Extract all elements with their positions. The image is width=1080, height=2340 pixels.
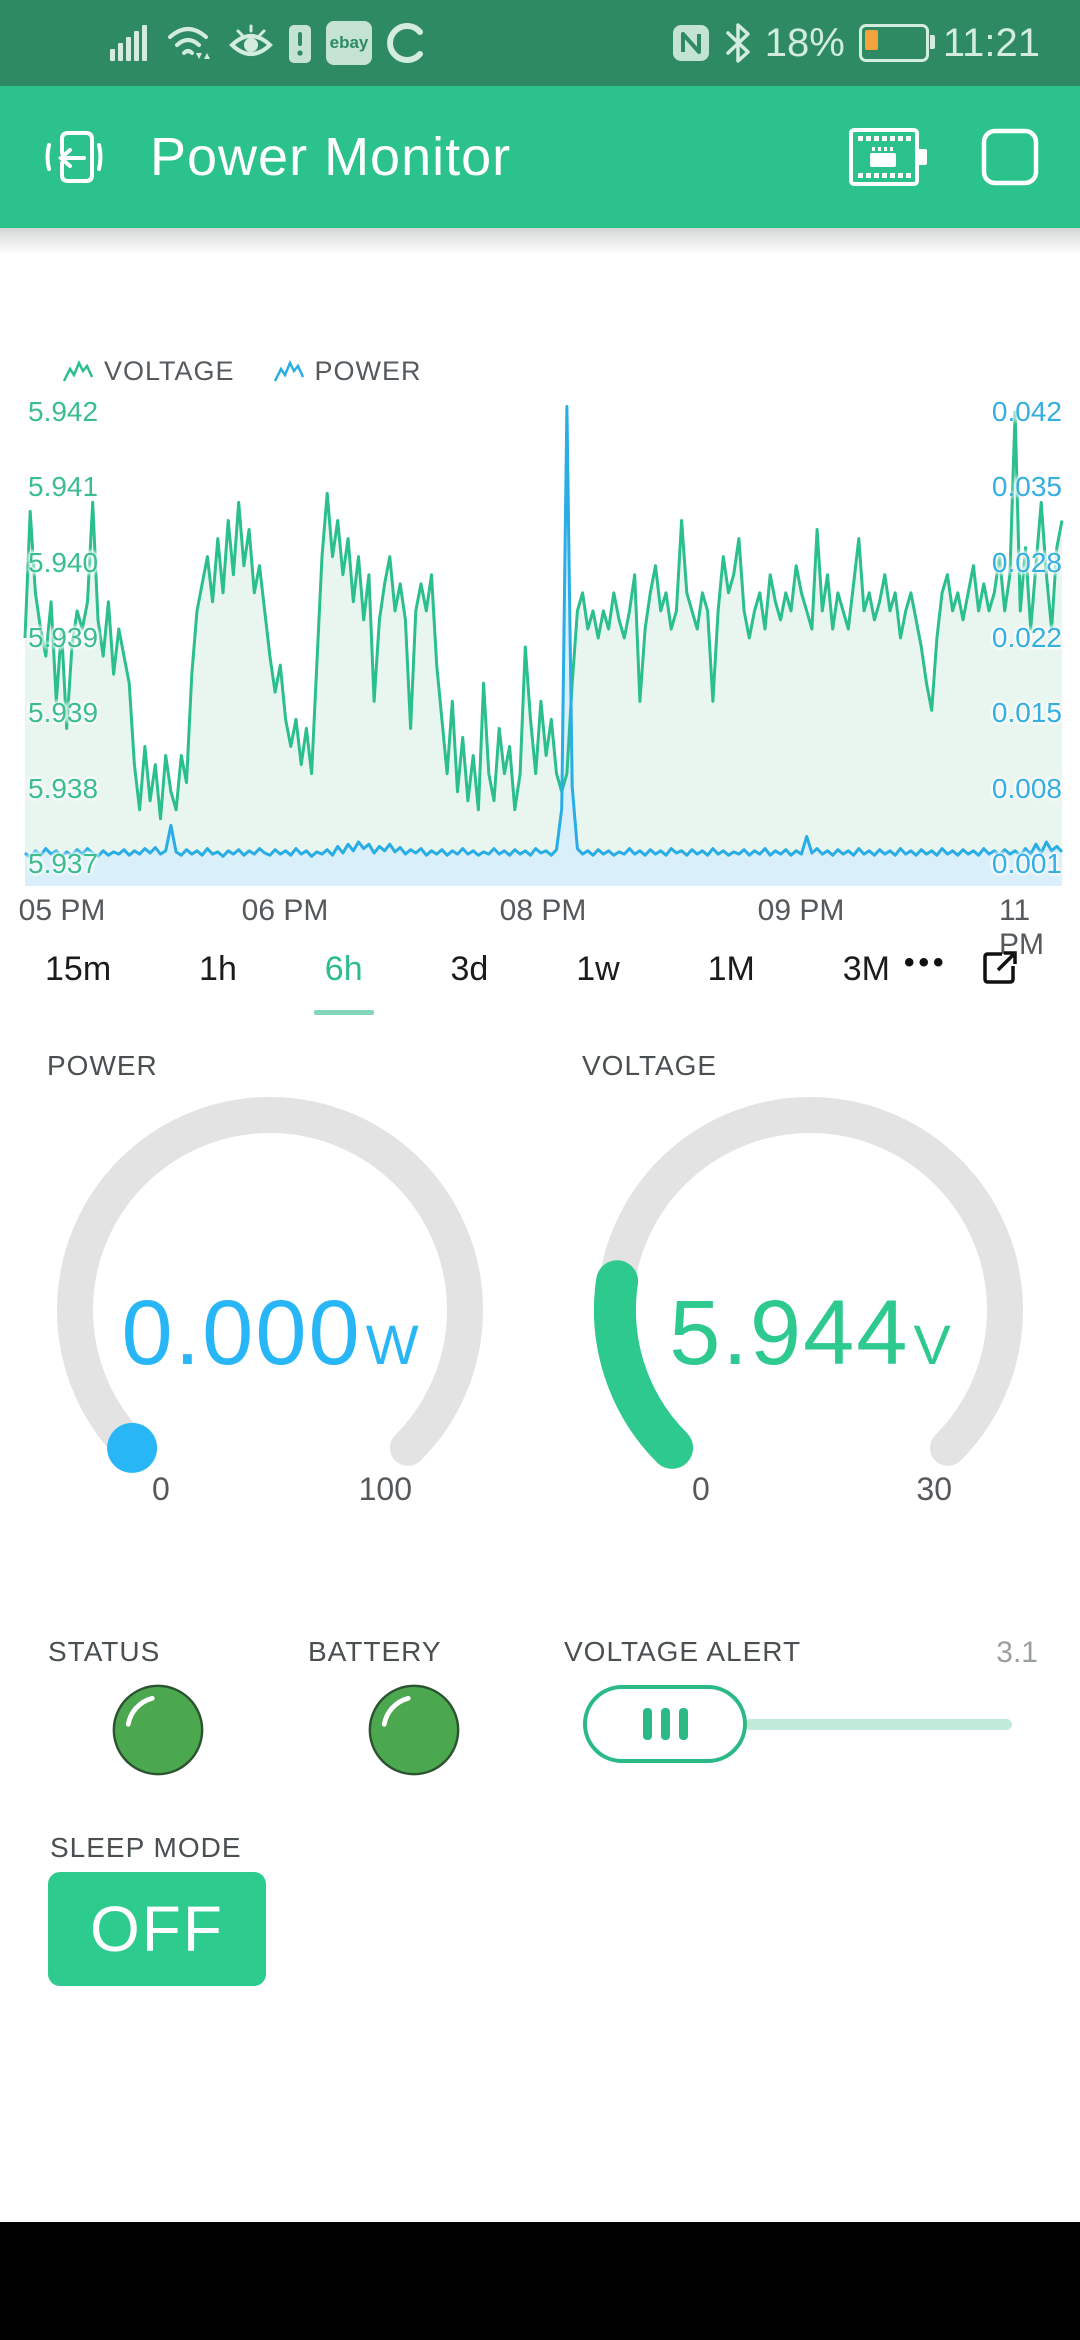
legend-power-label: POWER <box>314 356 422 386</box>
eye-comfort-icon <box>229 24 273 56</box>
power-gauge-max: 100 <box>358 1471 412 1507</box>
right-axis-tick: 0.008 <box>991 773 1062 804</box>
wifi-arrows <box>196 53 210 59</box>
range-option-1w[interactable]: 1w <box>576 950 620 988</box>
battery-icon <box>858 24 935 62</box>
voltage-gauge-max: 30 <box>916 1471 952 1507</box>
legend-power[interactable]: POWER <box>273 356 422 387</box>
navigation-bar[interactable] <box>0 2222 1080 2340</box>
battery-led-label: BATTERY <box>308 1636 442 1667</box>
wifi-icon <box>168 27 210 59</box>
range-option-1h[interactable]: 1h <box>199 950 237 988</box>
power-value-unit: W <box>365 1313 419 1376</box>
status-led <box>110 1682 206 1783</box>
right-axis-tick: 0.022 <box>991 622 1062 653</box>
slider-grip-bar <box>660 1708 670 1740</box>
left-axis-tick: 5.939 <box>28 622 99 653</box>
legend-voltage[interactable]: VOLTAGE <box>62 356 235 387</box>
sleep-mode-state: OFF <box>90 1893 224 1965</box>
range-option-15m[interactable]: 15m <box>45 950 112 988</box>
time-range-selector: 15m 1h 6h 3d 1w 1M 3M <box>45 950 890 1003</box>
status-bar-right: 18% 11:21 <box>671 21 1040 66</box>
time-axis-tick: 09 PM <box>757 894 845 927</box>
voltage-gauge-label: VOLTAGE <box>582 1050 718 1081</box>
range-option-1M[interactable]: 1M <box>707 950 755 988</box>
voltage-gauge-min: 0 <box>692 1471 710 1507</box>
sync-icon <box>387 23 423 63</box>
voltage-line <box>23 410 1064 821</box>
battery-fill <box>864 30 878 50</box>
voltage-alert-label: VOLTAGE ALERT <box>564 1636 802 1667</box>
power-value-number: 0.000 <box>121 1282 362 1384</box>
right-axis-tick: 0.028 <box>991 547 1062 578</box>
chart-legend: VOLTAGE POWER <box>62 356 422 387</box>
fullscreen-chart-icon[interactable] <box>978 946 1022 995</box>
status-bar-left: ebay <box>110 21 428 65</box>
status-bar: ebay 18% 11:21 <box>0 0 1080 86</box>
power-line-icon <box>273 359 304 382</box>
bluetooth-icon <box>726 23 750 63</box>
left-axis-tick: 5.939 <box>28 697 99 728</box>
power-gauge-label: POWER <box>47 1050 158 1081</box>
range-option-3d[interactable]: 3d <box>450 950 489 988</box>
power-gauge[interactable]: 0.000 W 0 100 <box>20 1085 520 1525</box>
range-option-3M[interactable]: 3M <box>842 950 890 988</box>
voltage-alert-slider-track[interactable] <box>745 1719 1012 1730</box>
slider-grip-bar <box>678 1708 688 1740</box>
app-bar-shadow <box>0 228 1080 254</box>
sleep-mode-button[interactable]: OFF <box>48 1872 266 1986</box>
left-axis-tick: 5.937 <box>28 848 99 879</box>
stop-square-icon[interactable] <box>980 127 1040 187</box>
right-axis-tick: 0.015 <box>991 697 1062 728</box>
device-board-icon[interactable] <box>848 127 928 187</box>
signal-icon <box>110 25 147 61</box>
gauge-progress-arc <box>594 1260 694 1469</box>
gauge-track <box>57 1097 483 1466</box>
time-axis-tick: 06 PM <box>241 894 329 927</box>
power-line <box>24 405 1064 859</box>
voltage-area <box>25 412 1062 886</box>
voltage-alert-slider-thumb[interactable] <box>583 1685 747 1763</box>
status-led-label: STATUS <box>48 1636 161 1667</box>
right-axis-tick: 0.001 <box>991 848 1062 879</box>
right-axis-tick: 0.035 <box>991 471 1062 502</box>
time-axis-tick: 11 PM <box>999 894 1044 961</box>
clock: 11:21 <box>942 20 1040 65</box>
battery-percent: 18% <box>764 20 845 65</box>
ebay-icon: ebay <box>326 21 372 65</box>
battery-led <box>366 1682 462 1783</box>
left-axis-tick: 5.938 <box>28 773 99 804</box>
left-axis-tick: 5.940 <box>28 547 99 578</box>
more-ranges-button[interactable]: ••• <box>904 946 948 979</box>
time-axis-tick: 08 PM <box>499 894 587 927</box>
voltage-value-unit: V <box>913 1313 951 1376</box>
power-value: 0.000 W <box>20 1281 520 1386</box>
time-axis-tick: 05 PM <box>18 894 106 927</box>
page-title: Power Monitor <box>150 127 512 187</box>
legend-voltage-label: VOLTAGE <box>104 356 235 386</box>
power-gauge-min: 0 <box>152 1471 170 1507</box>
battery-alert-icon <box>289 25 311 63</box>
sleep-mode-label: SLEEP MODE <box>50 1832 242 1863</box>
left-axis-tick: 5.941 <box>28 471 99 502</box>
left-axis-tick: 5.942 <box>28 396 99 427</box>
voltage-value-number: 5.944 <box>669 1282 910 1384</box>
slider-grip-bar <box>642 1708 652 1740</box>
exit-project-icon[interactable] <box>40 123 108 191</box>
gauge-progress-dot <box>107 1422 158 1473</box>
voltage-gauge[interactable]: 5.944 V 0 30 <box>560 1085 1060 1525</box>
battery-nub <box>929 35 935 49</box>
history-chart[interactable] <box>0 400 1080 886</box>
nfc-icon <box>672 25 709 61</box>
right-axis-tick: 0.042 <box>991 396 1062 427</box>
voltage-alert-value: 3.1 <box>996 1636 1038 1669</box>
voltage-line-icon <box>62 359 94 382</box>
range-option-6h[interactable]: 6h <box>325 950 363 1003</box>
app-bar: Power Monitor <box>0 86 1080 228</box>
voltage-value: 5.944 V <box>560 1281 1060 1386</box>
